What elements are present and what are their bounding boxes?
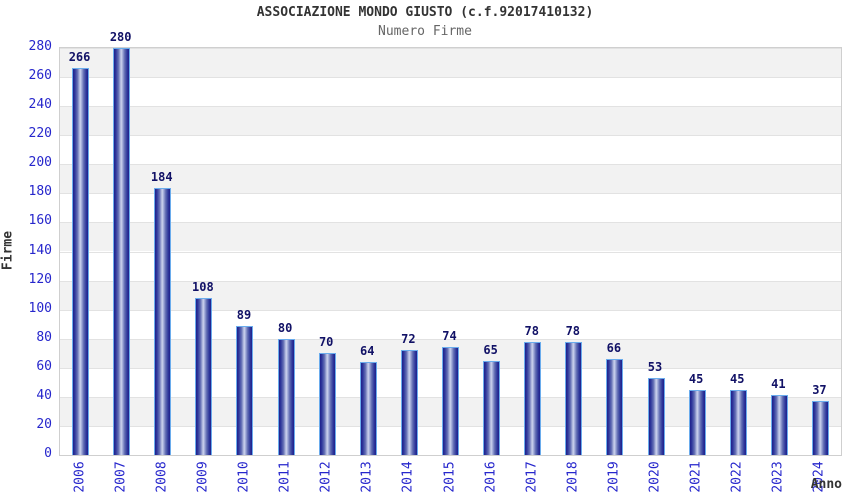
x-tick-label: 2018 (565, 461, 581, 493)
plot-area (59, 47, 842, 456)
gridline (60, 164, 841, 166)
x-tick-label: 2013 (359, 461, 375, 493)
bar-value-label: 37 (812, 383, 827, 398)
bar-value-label: 70 (318, 335, 334, 350)
y-tick-label: 20 (36, 416, 52, 432)
plot-band (60, 106, 841, 136)
y-tick-label: 200 (28, 155, 52, 171)
bar-2008 (154, 187, 172, 455)
x-tick-label: 2007 (113, 461, 129, 493)
bar-2017 (524, 341, 542, 455)
bar-2010 (236, 325, 254, 455)
bar-value-label: 280 (109, 30, 132, 44)
bar-value-label: 108 (192, 280, 214, 294)
x-tick-label: 2022 (729, 461, 745, 493)
bar-value-label: 72 (401, 332, 416, 347)
y-tick-label: 140 (28, 242, 52, 258)
bar-2013 (359, 361, 377, 455)
y-tick-label: 240 (28, 97, 52, 113)
y-tick-label: 60 (36, 358, 52, 374)
gridline (60, 48, 841, 49)
plot-band (60, 222, 841, 252)
bar-value-label: 266 (68, 50, 91, 65)
y-tick-label: 160 (28, 213, 52, 229)
x-tick-label: 2006 (72, 461, 88, 493)
gridline (60, 338, 841, 340)
bar-value-label: 45 (730, 371, 745, 386)
gridline (60, 193, 841, 195)
bar-value-label: 65 (483, 342, 498, 357)
bar-2007 (113, 48, 131, 455)
bar-value-label: 184 (150, 169, 173, 184)
x-axis-title: Anno (810, 477, 842, 492)
plot-band (60, 280, 841, 310)
bar-2019 (606, 359, 624, 455)
plot-band (60, 77, 841, 107)
bar-2020 (647, 377, 665, 455)
bar-2023 (770, 395, 788, 455)
bar-value-label: 78 (565, 323, 581, 338)
plot-band (60, 164, 841, 194)
bar-2009 (195, 298, 213, 455)
gridline (60, 222, 841, 224)
x-tick-label: 2008 (154, 461, 170, 493)
y-tick-label: 180 (28, 184, 52, 200)
y-tick-label: 260 (28, 68, 52, 84)
bar-value-label: 89 (236, 307, 252, 322)
x-tick-label: 2014 (400, 461, 416, 493)
y-tick-label: 280 (28, 39, 52, 54)
bar-2011 (277, 338, 295, 455)
gridline (60, 309, 841, 311)
x-tick-label: 2009 (195, 461, 211, 493)
bar-value-label: 45 (688, 371, 704, 386)
plot-band (60, 251, 841, 281)
x-tick-label: 2021 (688, 461, 704, 493)
bar-2012 (318, 353, 336, 455)
gridline (60, 280, 841, 282)
x-tick-label: 2011 (277, 461, 293, 493)
bar-value-label: 66 (606, 341, 622, 356)
y-tick-label: 80 (36, 329, 52, 345)
y-tick-label: 120 (28, 271, 52, 287)
gridline (60, 106, 841, 108)
y-tick-label: 100 (28, 300, 52, 316)
gridline (60, 251, 841, 253)
plot-band (60, 135, 841, 165)
bar-value-label: 78 (524, 323, 539, 338)
chart-subtitle: Numero Firme (378, 24, 472, 39)
y-tick-label: 0 (44, 446, 52, 461)
bar-2024 (811, 401, 829, 455)
bar-value-label: 80 (277, 320, 293, 335)
x-tick-label: 2019 (606, 461, 622, 493)
bar-value-label: 64 (360, 343, 375, 358)
bar-value-label: 41 (771, 377, 786, 392)
x-tick-label: 2023 (770, 461, 786, 493)
x-tick-label: 2010 (236, 461, 252, 493)
x-tick-label: 2012 (318, 461, 334, 493)
bar-2016 (483, 360, 501, 455)
bar-value-label: 74 (442, 329, 457, 344)
x-tick-label: 2020 (647, 461, 663, 493)
bar-2022 (729, 389, 747, 455)
y-tick-label: 40 (36, 387, 52, 403)
bar-2006 (72, 68, 90, 455)
gridline (60, 77, 841, 79)
plot-band (60, 193, 841, 223)
x-tick-label: 2016 (483, 461, 499, 493)
bar-2021 (688, 389, 706, 455)
plot-band (60, 309, 841, 339)
x-tick-label: 2015 (442, 461, 457, 493)
y-axis-title: Firme (0, 230, 16, 271)
bar-value-label: 53 (647, 359, 663, 374)
gridline (60, 135, 841, 137)
plot-band (60, 48, 841, 78)
x-tick-label: 2017 (524, 461, 540, 493)
y-tick-label: 220 (28, 126, 52, 142)
bar-2014 (400, 350, 418, 455)
bar-2015 (442, 347, 459, 455)
bar-2018 (565, 341, 583, 455)
chart-title: ASSOCIAZIONE MONDO GIUSTO (c.f.920174101… (256, 5, 594, 20)
